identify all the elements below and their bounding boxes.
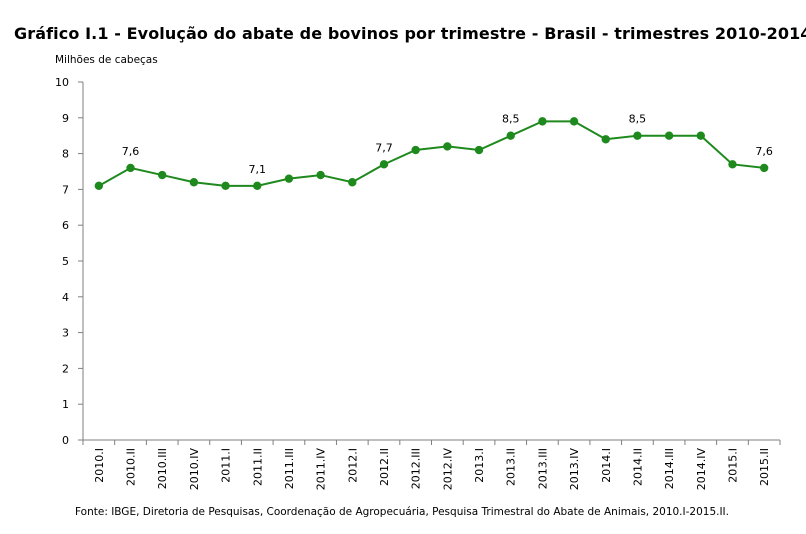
x-tick-label: 2013.II — [505, 448, 518, 486]
source-note: Fonte: IBGE, Diretoria de Pesquisas, Coo… — [75, 506, 729, 518]
x-axis-ticks: 2010.I 2010.II 2010.III 2010.IV 2011.I 2011.I… — [82, 440, 781, 491]
data-point — [538, 117, 547, 126]
data-point — [316, 170, 325, 180]
x-tick-label: 2014.II — [631, 448, 644, 486]
x-tick-label: 2015.II — [758, 448, 771, 486]
y-tick-label: 3 — [62, 327, 69, 340]
y-tick-label: 2 — [62, 362, 69, 375]
x-tick-label: 2013.I — [473, 448, 486, 483]
data-point — [728, 160, 737, 169]
data-point — [696, 131, 705, 140]
y-axis-ticks: 0 1 2 3 4 5 6 7 8 9 10 — [55, 76, 83, 447]
y-tick-label: 1 — [62, 398, 69, 411]
data-point — [759, 163, 769, 173]
x-tick-label: 2011.I — [220, 448, 233, 483]
data-point — [126, 163, 135, 173]
x-tick-label: 2010.I — [93, 448, 106, 483]
data-label: 8,5 — [502, 113, 520, 126]
x-tick-label: 2014.I — [600, 448, 613, 483]
x-tick-label: 2011.III — [283, 448, 296, 489]
data-label: 7,6 — [755, 145, 773, 158]
y-tick-label: 8 — [62, 148, 69, 161]
data-point — [284, 174, 294, 183]
data-point — [158, 170, 167, 180]
data-label: 8,5 — [629, 113, 647, 126]
data-point — [379, 160, 389, 169]
data-labels: 7,6 7,1 7,7 8,5 8,5 7,6 — [122, 113, 773, 176]
data-point — [253, 181, 262, 191]
data-point — [94, 181, 104, 191]
x-tick-label: 2013.IV — [568, 448, 581, 491]
data-point — [221, 181, 230, 191]
x-tick-label: 2011.II — [251, 448, 264, 486]
x-tick-label: 2012.IV — [441, 448, 454, 491]
x-tick-label: 2012.I — [346, 448, 359, 483]
data-point — [569, 117, 579, 126]
x-tick-label: 2011.IV — [315, 448, 328, 491]
series-line — [98, 120, 765, 187]
data-point — [474, 145, 484, 155]
data-point — [411, 145, 420, 155]
y-axis-label: Milhões de cabeças — [55, 54, 158, 66]
data-point — [189, 178, 199, 187]
data-point — [601, 135, 610, 144]
x-tick-label: 2013.III — [536, 448, 549, 489]
y-tick-label: 9 — [62, 112, 69, 125]
series-group — [94, 117, 769, 191]
x-tick-label: 2014.IV — [695, 448, 708, 491]
data-point — [633, 131, 642, 140]
x-tick-label: 2010.III — [156, 448, 169, 489]
data-label: 7,1 — [249, 163, 267, 176]
y-tick-label: 4 — [62, 291, 69, 304]
y-tick-label: 7 — [62, 183, 69, 196]
x-tick-label: 2015.I — [726, 448, 739, 483]
data-point — [506, 131, 515, 140]
x-tick-label: 2014.III — [663, 448, 676, 489]
data-point — [348, 178, 357, 187]
y-tick-label: 5 — [62, 255, 69, 268]
data-point — [443, 142, 452, 151]
data-point — [664, 131, 674, 140]
y-tick-label: 0 — [62, 434, 69, 447]
data-label: 7,6 — [122, 145, 140, 158]
x-tick-label: 2012.III — [410, 448, 423, 489]
x-tick-label: 2012.II — [378, 448, 391, 486]
data-label: 7,7 — [375, 141, 393, 154]
y-tick-label: 6 — [62, 219, 69, 232]
x-tick-label: 2010.IV — [188, 448, 201, 491]
x-tick-label: 2010.II — [125, 448, 138, 486]
y-tick-label: 10 — [55, 76, 69, 89]
chart-title: Gráfico I.1 - Evolução do abate de bovin… — [14, 24, 806, 43]
